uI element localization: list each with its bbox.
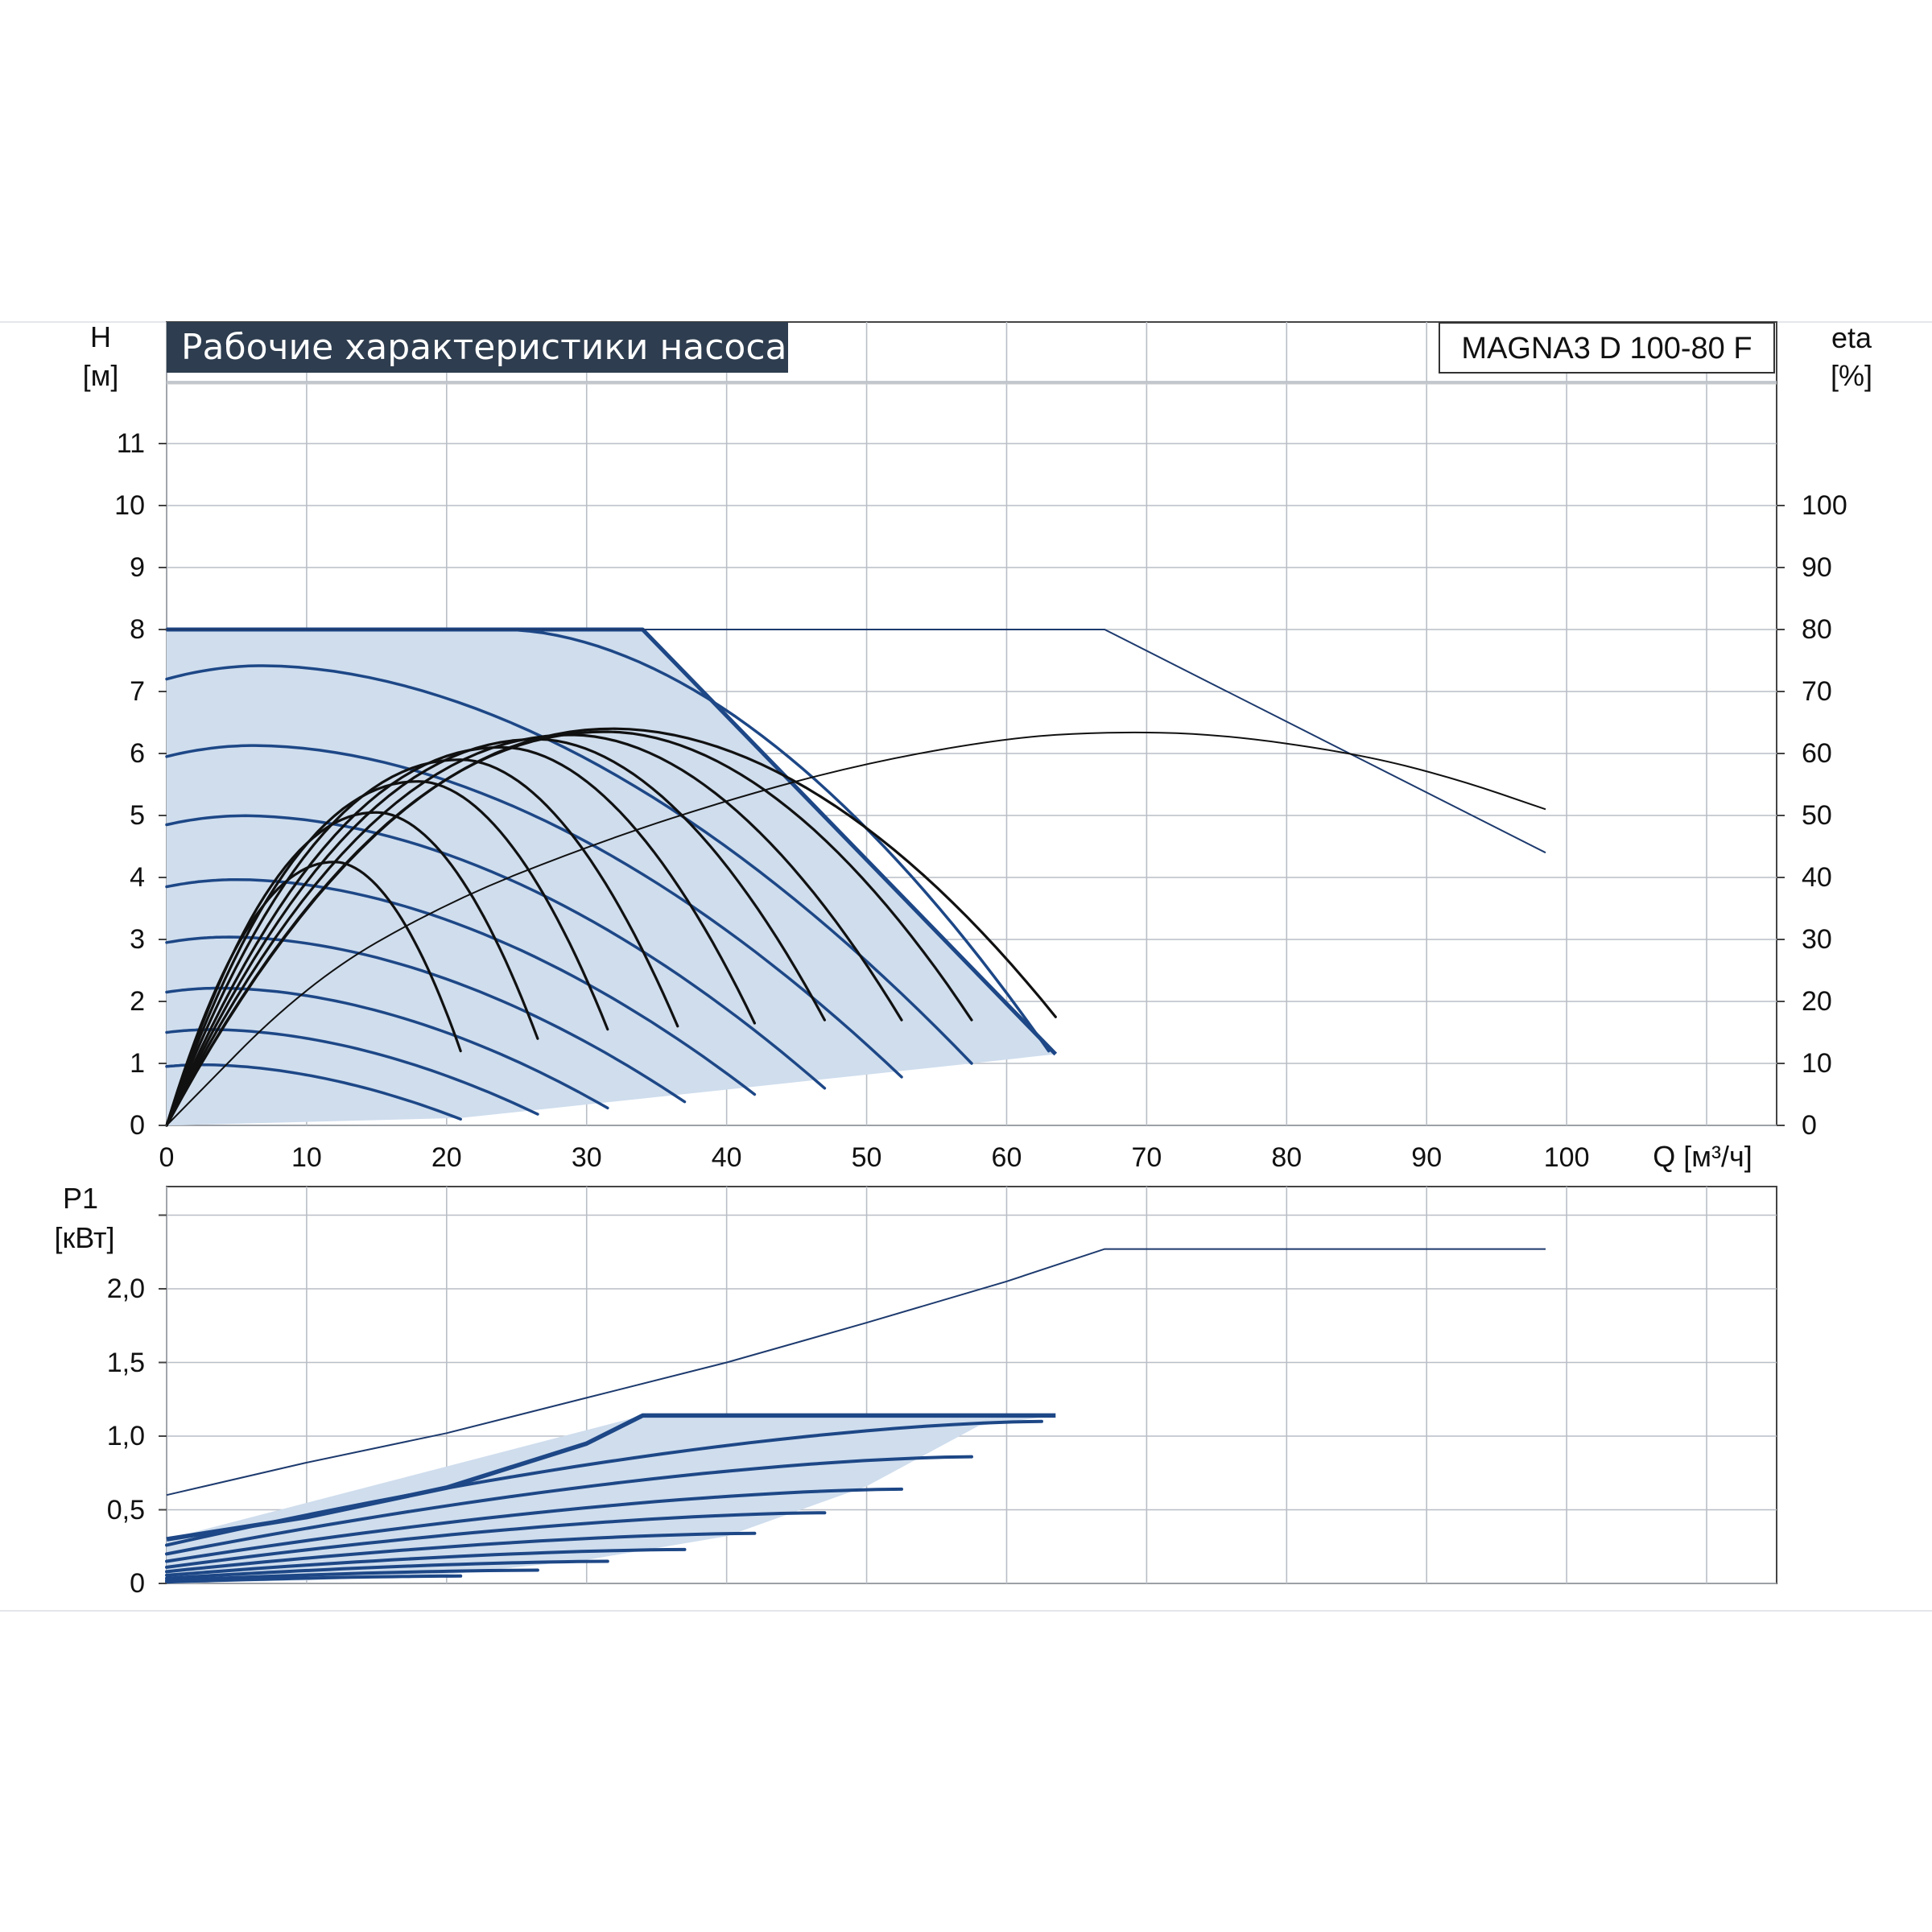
power-speed-curve-6 bbox=[165, 1547, 687, 1577]
head-y-tick: 6 bbox=[130, 738, 145, 769]
power-max-curve bbox=[166, 1413, 1056, 1542]
q-x-tick: 30 bbox=[571, 1142, 602, 1173]
head-y-tick: 5 bbox=[130, 800, 145, 831]
eta-axis-unit: [%] bbox=[1830, 359, 1872, 392]
eta-y-tick: 100 bbox=[1802, 490, 1847, 521]
eta-y-tick: 0 bbox=[1802, 1110, 1817, 1141]
head-speed-curve-5 bbox=[165, 877, 757, 1096]
eta-axis-symbol: eta bbox=[1831, 321, 1872, 354]
q-x-tick: 100 bbox=[1543, 1142, 1590, 1173]
q-axis-label: Q [м³/ч] bbox=[1653, 1140, 1752, 1173]
power-speed-curve-5 bbox=[165, 1531, 757, 1574]
h-axis-unit: [м] bbox=[82, 359, 119, 392]
q-x-tick: 90 bbox=[1411, 1142, 1443, 1173]
head-y-tick: 8 bbox=[130, 614, 145, 645]
head-grid bbox=[166, 322, 1777, 1126]
efficiency-curve-2 bbox=[165, 811, 539, 1127]
head-operating-area bbox=[167, 630, 1056, 1125]
model-label: MAGNA3 D 100-80 F bbox=[1439, 322, 1775, 374]
head-speed-curve-7 bbox=[165, 986, 609, 1110]
head-speed-curve-2 bbox=[165, 664, 973, 1065]
head-max-twin-curve bbox=[167, 629, 1546, 854]
power-speed-curve-9 bbox=[165, 1574, 463, 1584]
power-speed-curves bbox=[165, 1419, 1043, 1584]
eta-y-tick: 80 bbox=[1802, 614, 1832, 645]
q-x-tick: 60 bbox=[991, 1142, 1022, 1173]
q-x-tick: 10 bbox=[291, 1142, 322, 1173]
q-x-tick: 40 bbox=[711, 1142, 742, 1173]
head-tick-marks bbox=[159, 443, 1785, 1126]
power-y-tick: 2,0 bbox=[106, 1274, 145, 1304]
q-x-tick: 80 bbox=[1271, 1142, 1302, 1173]
efficiency-curve-5 bbox=[165, 745, 756, 1127]
head-speed-curve-6 bbox=[165, 935, 687, 1104]
power-speed-curve-8 bbox=[165, 1568, 539, 1583]
eta-y-tick: 20 bbox=[1802, 986, 1832, 1017]
power-y-tick: 0,5 bbox=[106, 1494, 145, 1525]
power-speed-curve-4 bbox=[165, 1511, 827, 1569]
power-y-tick: 1,0 bbox=[106, 1421, 145, 1451]
bottom-divider bbox=[0, 1610, 1932, 1612]
head-y-tick: 2 bbox=[130, 986, 145, 1017]
power-tick-marks bbox=[159, 1214, 167, 1584]
head-speed-curve-3 bbox=[165, 744, 903, 1079]
head-speed-curve-4 bbox=[165, 814, 827, 1090]
head-y-tick: 11 bbox=[116, 428, 145, 459]
head-speed-curve-8 bbox=[165, 1028, 539, 1116]
eta-y-tick: 90 bbox=[1802, 552, 1832, 583]
power-speed-curve-3 bbox=[165, 1487, 903, 1563]
head-y-tick: 1 bbox=[130, 1048, 145, 1079]
head-y-tick: 4 bbox=[130, 862, 145, 893]
head-y-tick: 7 bbox=[130, 676, 145, 707]
q-x-tick: 0 bbox=[159, 1142, 175, 1173]
head-speed-curves bbox=[165, 628, 1051, 1121]
h-axis-symbol: H bbox=[90, 320, 111, 353]
power-speed-curve-7 bbox=[165, 1559, 609, 1580]
p1-axis-unit: [кВт] bbox=[54, 1221, 115, 1254]
eta-y-tick: 40 bbox=[1802, 862, 1832, 893]
q-x-tick: 20 bbox=[431, 1142, 462, 1173]
head-y-tick: 0 bbox=[130, 1110, 145, 1141]
chart-title: Рабочие характеристики насоса bbox=[167, 322, 788, 373]
eta-y-tick: 60 bbox=[1802, 738, 1832, 769]
power-y-tick: 1,5 bbox=[106, 1347, 145, 1378]
eta-y-tick: 30 bbox=[1802, 924, 1832, 955]
eta-y-tick: 70 bbox=[1802, 676, 1832, 707]
head-speed-curve-1 bbox=[165, 628, 1051, 1053]
head-speed-curve-9 bbox=[165, 1063, 462, 1121]
efficiency-twin-curve bbox=[166, 731, 1547, 1126]
q-x-tick: 50 bbox=[851, 1142, 882, 1173]
efficiency-curve-3 bbox=[165, 780, 609, 1127]
eta-y-tick: 50 bbox=[1802, 800, 1832, 831]
head-y-tick: 3 bbox=[130, 924, 145, 955]
q-x-tick: 70 bbox=[1131, 1142, 1162, 1173]
p1-axis-symbol: P1 bbox=[62, 1182, 99, 1215]
power-max-twin-curve bbox=[166, 1248, 1546, 1496]
head-y-tick: 10 bbox=[114, 490, 145, 521]
power-y-tick: 0 bbox=[130, 1568, 145, 1599]
power-speed-curve-2 bbox=[165, 1455, 973, 1556]
efficiency-curves bbox=[165, 727, 1057, 1127]
efficiency-curve-9 bbox=[165, 727, 1057, 1127]
head-y-tick: 9 bbox=[130, 552, 145, 583]
eta-y-tick: 10 bbox=[1802, 1048, 1832, 1079]
